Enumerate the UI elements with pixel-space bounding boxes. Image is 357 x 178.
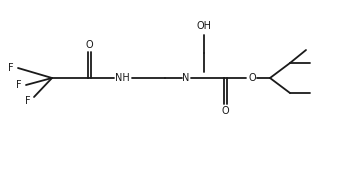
Text: O: O [248, 73, 256, 83]
Text: O: O [85, 40, 93, 50]
Text: F: F [25, 96, 31, 106]
Text: O: O [221, 106, 229, 116]
Text: NH: NH [115, 73, 129, 83]
Text: F: F [16, 80, 22, 90]
Text: F: F [8, 63, 14, 73]
Text: OH: OH [196, 21, 211, 31]
Text: N: N [182, 73, 190, 83]
